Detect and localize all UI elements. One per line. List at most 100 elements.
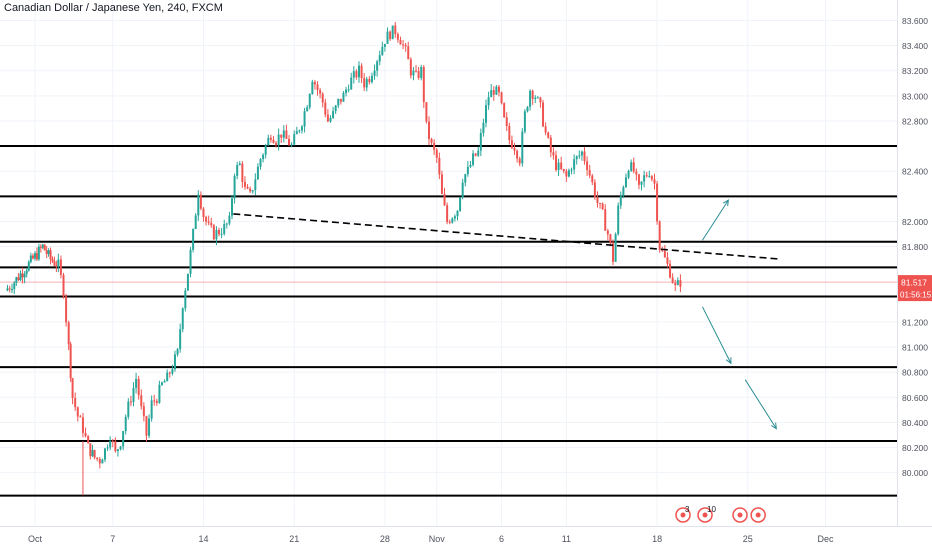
price-tick-label: 83.400 bbox=[902, 41, 928, 51]
projection-arrow[interactable] bbox=[702, 199, 729, 241]
price-axis-pane[interactable] bbox=[897, 0, 932, 550]
candle-body bbox=[13, 282, 16, 290]
dashed-trendline[interactable] bbox=[233, 213, 781, 260]
candle-body bbox=[490, 90, 493, 98]
candle-body bbox=[500, 92, 503, 104]
candle-body bbox=[443, 193, 446, 206]
time-tick-label: 25 bbox=[743, 534, 753, 544]
drawings[interactable] bbox=[233, 199, 781, 430]
candle-body bbox=[35, 253, 38, 260]
chart-grid bbox=[0, 0, 897, 526]
candle-body bbox=[459, 197, 462, 211]
event-marker-dot bbox=[680, 512, 686, 518]
candle-body bbox=[218, 229, 221, 235]
candle-body bbox=[254, 179, 257, 191]
candle-body bbox=[464, 174, 467, 183]
candle-body bbox=[236, 165, 239, 176]
candle-body bbox=[396, 33, 399, 40]
horizontal-levels[interactable]: 82.60182.20081.83881.63481.40280.84080.2… bbox=[0, 138, 932, 503]
candle-body bbox=[282, 130, 285, 138]
candle-body bbox=[389, 31, 392, 40]
candle-body bbox=[339, 98, 342, 102]
candle-body bbox=[469, 164, 472, 167]
candle-body bbox=[308, 94, 311, 108]
candle-body bbox=[122, 431, 125, 447]
price-tick-label: 80.400 bbox=[902, 418, 928, 428]
candle-body bbox=[205, 217, 208, 222]
projection-arrow[interactable] bbox=[701, 306, 732, 364]
candle-body bbox=[653, 179, 656, 184]
event-marker-count: 3 bbox=[685, 505, 690, 514]
candle-body bbox=[505, 117, 508, 127]
candle-body bbox=[425, 102, 428, 122]
candle-body bbox=[409, 59, 412, 76]
candle-body bbox=[285, 130, 288, 139]
time-tick-label: 28 bbox=[380, 534, 390, 544]
candle-body bbox=[352, 71, 355, 78]
candle-body bbox=[19, 273, 22, 281]
candle-body bbox=[394, 25, 397, 34]
candle-body bbox=[466, 166, 469, 175]
candle-body bbox=[676, 280, 679, 286]
candle-body bbox=[612, 243, 615, 262]
candle-body bbox=[593, 182, 596, 198]
candle-body bbox=[360, 65, 363, 79]
candle-body bbox=[472, 153, 475, 165]
candle-body bbox=[111, 441, 114, 443]
candle-body bbox=[55, 265, 58, 267]
candle-body bbox=[508, 126, 511, 141]
time-axis[interactable]: Oct 7 14 21 28 Nov 6 11 18 25 Dec bbox=[0, 526, 932, 545]
candle-body bbox=[529, 90, 532, 107]
candle-body bbox=[430, 139, 433, 143]
candle-body bbox=[671, 277, 674, 283]
event-markers[interactable]: 3 10 bbox=[675, 505, 766, 523]
time-tick-label: 6 bbox=[499, 534, 504, 544]
candle-body bbox=[184, 290, 187, 309]
candle-body bbox=[246, 186, 249, 189]
candle-body bbox=[451, 218, 454, 223]
candle-body bbox=[243, 181, 246, 187]
candle-body bbox=[39, 246, 42, 248]
candle-body bbox=[264, 145, 267, 155]
candle-body bbox=[84, 432, 87, 437]
candle-body bbox=[438, 157, 441, 175]
price-axis[interactable]: 83.600 83.400 83.200 83.000 82.800 82.400 82.0… bbox=[897, 0, 932, 550]
candle-body bbox=[363, 78, 366, 88]
candle-body bbox=[370, 75, 373, 83]
candle-body bbox=[220, 233, 223, 235]
bar-countdown-label: 01:56:15 bbox=[900, 291, 932, 300]
candle-body bbox=[637, 174, 640, 185]
candle-body bbox=[41, 244, 44, 248]
candle-body bbox=[179, 329, 182, 350]
candle-body bbox=[412, 70, 415, 76]
candle-body bbox=[228, 215, 231, 224]
time-tick-label: Oct bbox=[28, 534, 43, 544]
candle-body bbox=[622, 187, 625, 196]
candle-body bbox=[256, 166, 259, 180]
time-tick-label: 11 bbox=[562, 534, 571, 544]
candle-body bbox=[650, 176, 653, 180]
candle-body bbox=[402, 44, 405, 46]
candle-body bbox=[614, 234, 617, 262]
candle-body bbox=[516, 150, 519, 159]
candle-body bbox=[404, 44, 407, 47]
candle-body bbox=[544, 126, 547, 133]
time-tick-label: 18 bbox=[652, 534, 662, 544]
price-tick-label: 81.200 bbox=[902, 317, 928, 327]
candle-body bbox=[96, 457, 99, 459]
candle-body bbox=[580, 151, 583, 156]
candle-body bbox=[648, 176, 651, 178]
candle-body bbox=[539, 97, 542, 103]
candle-body bbox=[93, 450, 96, 458]
arrow-head-icon bbox=[722, 199, 729, 207]
event-marker-dot bbox=[737, 512, 743, 518]
candle-body bbox=[89, 443, 92, 457]
candle-body bbox=[549, 137, 552, 153]
projection-arrow[interactable] bbox=[744, 379, 777, 429]
candle-body bbox=[552, 152, 555, 156]
candle-body bbox=[376, 61, 379, 71]
current-price-tag[interactable] bbox=[898, 275, 932, 302]
candle-body bbox=[326, 114, 329, 122]
candle-body bbox=[171, 369, 174, 374]
